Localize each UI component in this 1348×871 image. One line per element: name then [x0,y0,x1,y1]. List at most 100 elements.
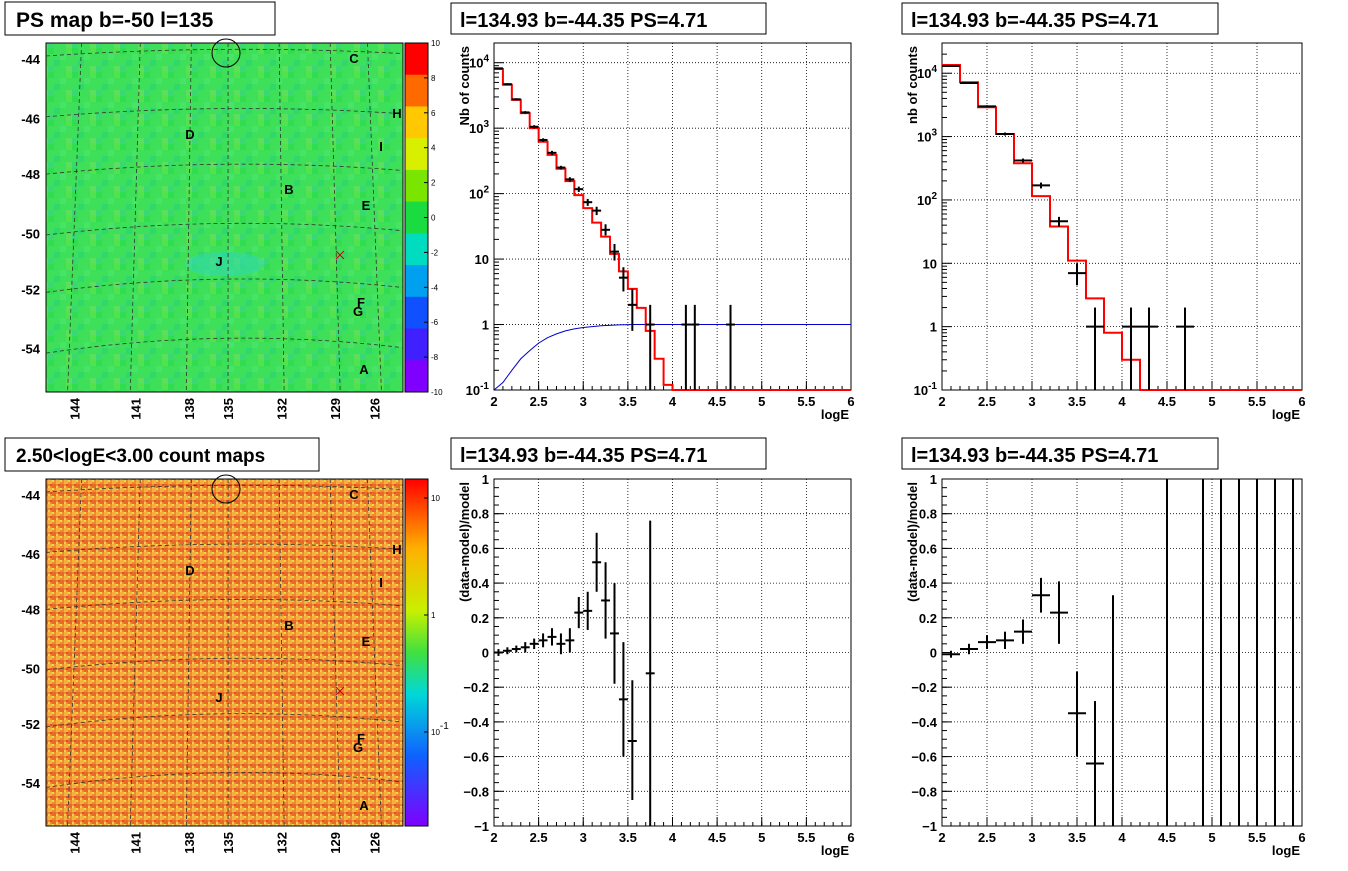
y-tick-label: 0.2 [919,611,937,626]
longitude-line [67,478,82,827]
source-label: I [379,139,383,154]
x-tick-label: 4 [1118,830,1126,845]
y-tick-label: −0.2 [463,680,489,695]
x-tick-label: 3.5 [1068,830,1086,845]
colorbar-tick-label: 10 [431,494,440,503]
y-tick-label: -48 [21,167,40,182]
data-point [942,650,960,658]
y-tick-label: 1 [930,472,937,487]
data-point [1086,307,1104,390]
x-tick-label: 6 [1298,830,1305,845]
colorbar-band [405,328,428,361]
colorbar-tick-label: 2 [431,179,436,188]
x-tick-label: 3.5 [619,830,637,845]
source-label: B [284,618,293,633]
data-point [618,267,628,292]
data-point [529,125,539,129]
ps-map-cross-marker [335,250,345,260]
x-tick-label: 3 [1028,394,1035,409]
y-tick-label: 0 [930,646,937,661]
data-point [978,635,996,650]
x-tick-label: 6 [1298,394,1305,409]
source-label: E [362,198,371,213]
data-point [520,642,530,653]
latitude-line [45,484,404,493]
data-point [1068,671,1086,757]
latitude-line [45,278,404,293]
data-point [502,647,512,655]
x-tick-label: 5.5 [797,394,815,409]
y-tick-label: −0.8 [463,784,489,799]
data-point [627,288,637,331]
y-tick-label: 10 [475,252,489,267]
ratio-chart-right: l=134.93 b=-44.35 PS=4.71 2 2.5 3 3.5 4 4.5 5 5.… [901,437,1306,858]
data-point [942,65,960,68]
y-tick-label: -46 [21,111,40,126]
x-tick-label: 4 [1118,394,1126,409]
y-tick-label: 0.4 [471,576,490,591]
y-tick-label: 0.6 [471,541,489,556]
count-map-title: 2.50<logE<3.00 count maps [16,446,265,467]
data-point [520,111,530,114]
efficiency-curve [493,324,851,391]
chart-title: l=134.93 b=-44.35 PS=4.71 [911,10,1158,32]
y-tick-label: 10-1 [466,381,490,398]
y-tick-label: 0.4 [919,576,938,591]
chart-title: l=134.93 b=-44.35 PS=4.71 [460,10,707,32]
source-label: H [392,542,401,557]
source-label: D [185,127,194,142]
y-axis-label: (data-model)/model [457,482,472,602]
x-tick-label: 144 [68,397,83,419]
ps-map-title: PS map b=-50 l=135 [16,9,214,32]
chart-title-box [901,2,1219,35]
latitude-line [45,337,404,354]
longitude-line [329,42,341,393]
x-tick-label: 144 [68,831,83,853]
data-point [601,224,611,236]
y-axis-label: nb of counts [905,46,920,124]
data-point [996,631,1014,650]
source-label: F [357,731,365,746]
x-tick-label: 132 [275,832,290,854]
y-tick-label: −0.4 [911,715,937,730]
x-tick-label: 138 [182,398,197,420]
latitude-line [45,657,404,671]
longitude-line [129,42,141,393]
data-point [529,638,539,650]
x-tick-label: 4 [669,394,677,409]
x-tick-label: 3.5 [619,394,637,409]
x-tick-label: 129 [328,832,343,854]
colorbar-tick-label: 0 [431,214,436,223]
data-point [726,304,735,390]
y-tick-label: 102 [469,185,489,202]
data-point [610,583,619,684]
colorbar-band [405,233,428,266]
ps-map-heatmap [46,43,403,392]
count-map-title-box [4,437,320,472]
data-point [502,83,512,86]
data-point [583,591,593,630]
data-point [1032,577,1050,613]
ps-map-colorbar: 10 8 6 4 2 0 -2 -4 -6 -8 -10 [404,39,443,397]
data-point [592,206,602,216]
data-point [1176,307,1194,390]
data-point [583,198,593,206]
x-tick-label: 6 [847,394,854,409]
x-tick-label: 5 [758,830,765,845]
x-axis-label: logE [821,843,849,858]
y-tick-label: 1 [930,320,937,335]
count-map-source-circle [211,474,241,504]
longitude-line [367,42,382,393]
x-tick-label: 135 [221,832,236,854]
y-tick-label: −0.6 [463,750,489,765]
x-tick-label: 2 [490,830,497,845]
longitude-line [278,478,285,827]
x-tick-label: 5.5 [1248,394,1266,409]
y-axis-label: Nb of counts [457,46,472,125]
source-label: A [359,798,369,813]
y-tick-label: -46 [21,547,40,562]
chart-title-box [450,2,767,35]
data-point [511,645,521,653]
